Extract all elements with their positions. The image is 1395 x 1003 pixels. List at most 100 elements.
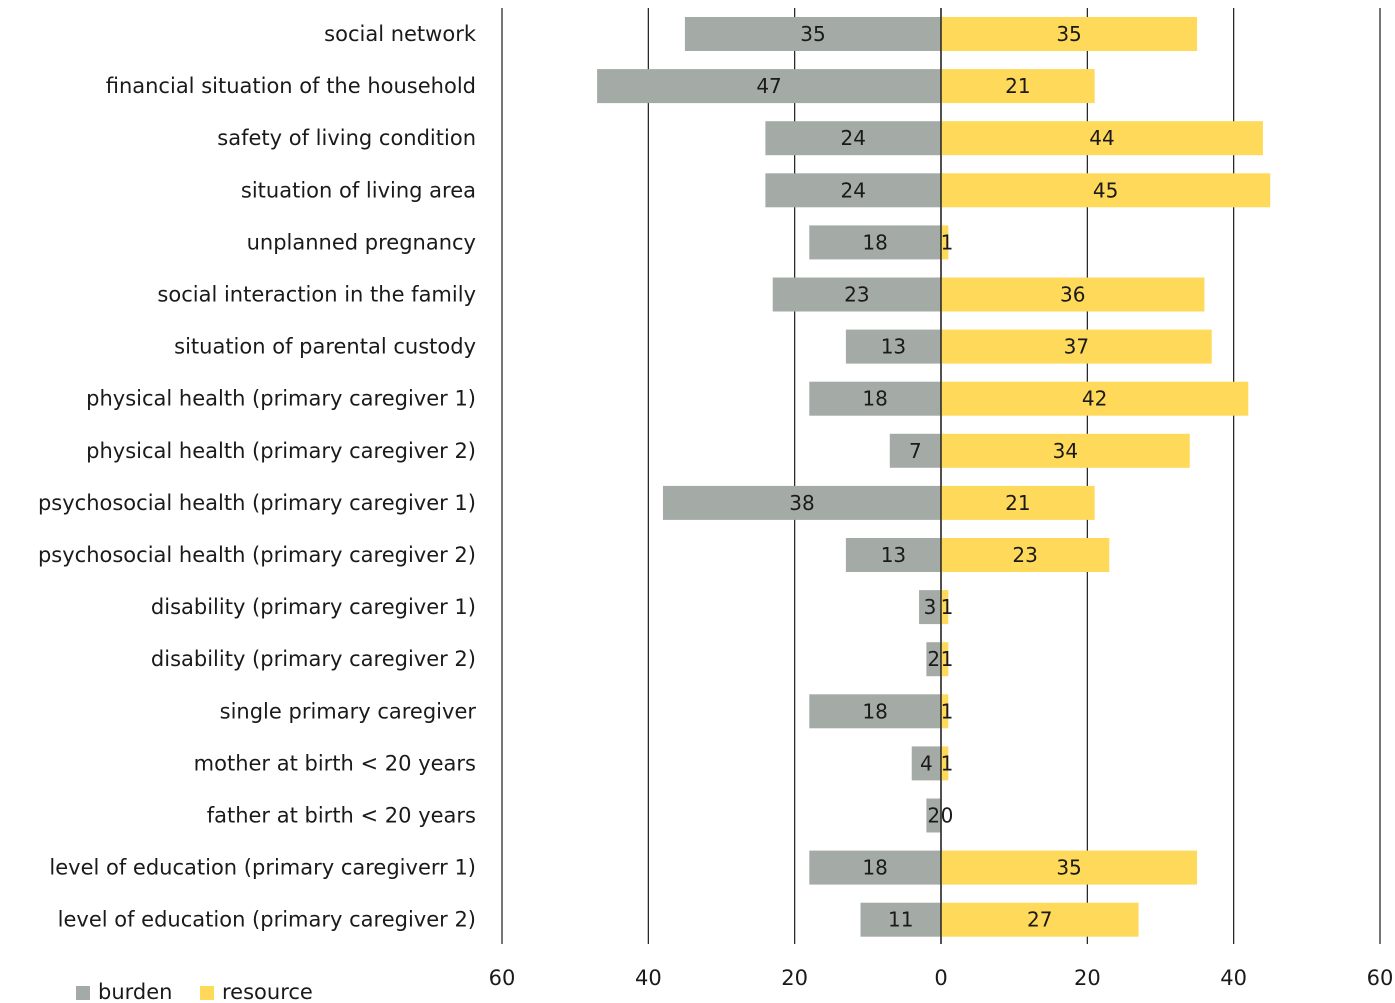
value-label-resource: 35 bbox=[1056, 22, 1081, 46]
value-label-resource: 35 bbox=[1056, 856, 1081, 880]
value-label-resource: 21 bbox=[1005, 491, 1030, 515]
bar-resource bbox=[941, 17, 1198, 51]
value-label-resource: 0 bbox=[941, 804, 954, 828]
bar-burden bbox=[684, 17, 941, 51]
value-label-resource: 27 bbox=[1027, 908, 1052, 932]
category-label: social interaction in the family bbox=[157, 283, 476, 307]
category-labels: social network financial situation of the… bbox=[38, 22, 477, 932]
bar-burden bbox=[889, 433, 941, 468]
category-label: level of education (primary caregiver 2) bbox=[58, 908, 476, 932]
legend-swatch-burden bbox=[76, 986, 90, 1000]
value-label-burden: 13 bbox=[881, 335, 906, 359]
value-label-burden: 18 bbox=[862, 230, 887, 254]
value-label-burden: 38 bbox=[789, 491, 814, 515]
bar-resource bbox=[941, 538, 1110, 572]
value-label-resource: 45 bbox=[1093, 178, 1118, 202]
bar-resource bbox=[941, 173, 1271, 208]
category-label: situation of living area bbox=[241, 178, 476, 202]
bars bbox=[597, 8, 1271, 944]
bar-resource bbox=[941, 381, 1249, 416]
bar-burden bbox=[809, 694, 941, 729]
value-label-resource: 44 bbox=[1089, 126, 1114, 150]
bar-burden bbox=[860, 902, 941, 937]
category-label: situation of parental custody bbox=[174, 335, 476, 359]
value-label-burden: 13 bbox=[881, 543, 906, 567]
bar-resource bbox=[941, 485, 1095, 520]
category-label: psychosocial health (primary caregiver 1… bbox=[38, 491, 476, 515]
value-label-resource: 1 bbox=[941, 699, 954, 723]
category-label: safety of living condition bbox=[217, 126, 476, 150]
bar-resource bbox=[941, 277, 1205, 312]
x-tick-label: 40 bbox=[635, 966, 662, 990]
value-label-resource: 34 bbox=[1053, 439, 1078, 463]
value-label-burden: 35 bbox=[800, 22, 825, 46]
value-label-burden: 3 bbox=[924, 595, 937, 619]
bar-resource bbox=[941, 329, 1212, 364]
category-label: unplanned pregnancy bbox=[247, 230, 476, 254]
category-label: financial situation of the household bbox=[106, 74, 476, 98]
bar-resource bbox=[941, 850, 1198, 885]
bar-resource bbox=[941, 590, 949, 625]
value-label-burden: 2 bbox=[927, 647, 940, 671]
legend-swatch-resource bbox=[200, 986, 214, 1000]
category-label: level of education (primary caregiverr 1… bbox=[49, 856, 476, 880]
legend: burden resource bbox=[76, 980, 313, 1003]
category-label: father at birth < 20 years bbox=[207, 804, 476, 828]
value-label-burden: 18 bbox=[862, 387, 887, 411]
bar-burden bbox=[765, 173, 941, 208]
x-tick-label: 20 bbox=[1074, 966, 1101, 990]
value-label-burden: 18 bbox=[862, 856, 887, 880]
value-label-burden: 2 bbox=[927, 804, 940, 828]
value-label-burden: 18 bbox=[862, 699, 887, 723]
bar-resource bbox=[941, 746, 949, 781]
bar-burden bbox=[926, 798, 941, 833]
bar-burden bbox=[926, 642, 941, 677]
x-tick-label: 0 bbox=[934, 966, 947, 990]
x-axis-ticks: 60 40 20 0 20 40 60 bbox=[489, 966, 1394, 990]
category-label: physical health (primary caregiver 2) bbox=[86, 439, 476, 463]
bar-burden bbox=[809, 850, 941, 885]
value-label-resource: 1 bbox=[941, 647, 954, 671]
x-tick-label: 40 bbox=[1220, 966, 1247, 990]
bar-burden bbox=[809, 225, 941, 260]
bar-resource bbox=[941, 694, 949, 729]
bar-burden bbox=[662, 485, 941, 520]
bar-resource bbox=[941, 433, 1190, 468]
category-label: psychosocial health (primary caregiver 2… bbox=[38, 543, 476, 567]
bar-resource bbox=[941, 902, 1139, 937]
value-label-burden: 24 bbox=[840, 178, 865, 202]
bar-burden bbox=[772, 277, 941, 312]
value-label-resource: 21 bbox=[1005, 74, 1030, 98]
bar-resource bbox=[941, 642, 949, 677]
category-label: mother at birth < 20 years bbox=[194, 751, 476, 775]
value-label-burden: 7 bbox=[909, 439, 922, 463]
bar-burden bbox=[911, 746, 941, 781]
value-label-burden: 24 bbox=[840, 126, 865, 150]
value-label-burden: 11 bbox=[888, 908, 913, 932]
value-label-resource: 1 bbox=[941, 595, 954, 619]
value-label-burden: 47 bbox=[756, 74, 781, 98]
bar-burden bbox=[919, 590, 941, 625]
category-label: disability (primary caregiver 1) bbox=[151, 595, 476, 619]
category-label: social network bbox=[324, 22, 477, 46]
value-label-resource: 37 bbox=[1064, 335, 1089, 359]
x-tick-label: 60 bbox=[489, 966, 516, 990]
category-label: physical health (primary caregiver 1) bbox=[86, 387, 476, 411]
category-label: disability (primary caregiver 2) bbox=[151, 647, 476, 671]
value-label-burden: 4 bbox=[920, 751, 933, 775]
bar-burden bbox=[765, 121, 941, 156]
x-tick-label: 60 bbox=[1367, 966, 1394, 990]
bar-burden bbox=[845, 329, 941, 364]
bar-burden bbox=[809, 381, 941, 416]
x-tick-label: 20 bbox=[781, 966, 808, 990]
value-label-resource: 1 bbox=[941, 230, 954, 254]
bar-resource bbox=[941, 121, 1263, 156]
bar-burden bbox=[597, 69, 941, 104]
value-label-resource: 23 bbox=[1012, 543, 1037, 567]
value-label-resource: 36 bbox=[1060, 283, 1085, 307]
legend-label-resource: resource bbox=[222, 980, 313, 1003]
bar-resource bbox=[941, 69, 1095, 104]
value-label-resource: 1 bbox=[941, 751, 954, 775]
